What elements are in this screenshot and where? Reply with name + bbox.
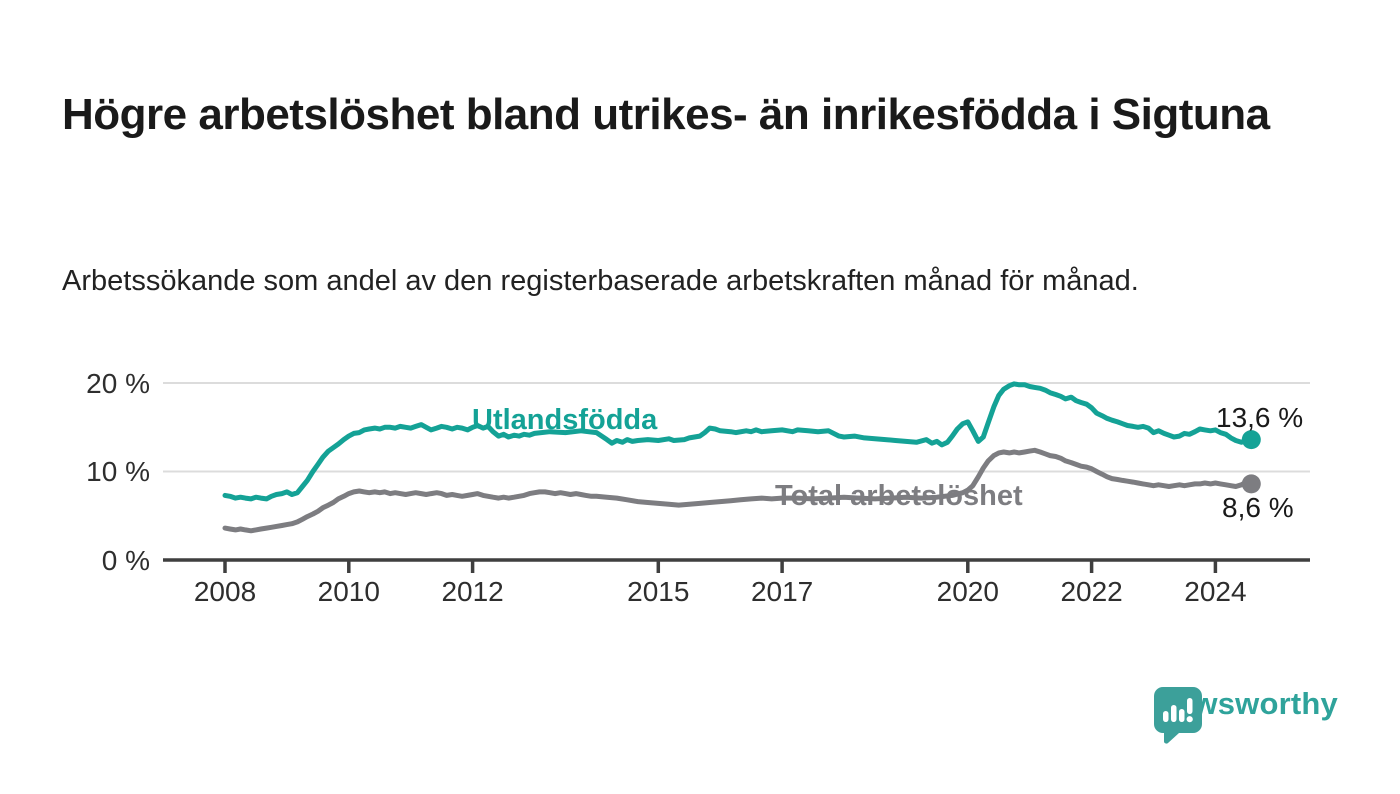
x-axis-label: 2015 (627, 576, 690, 607)
x-axis-label: 2024 (1184, 576, 1247, 607)
newsworthy-icon (1154, 687, 1203, 744)
series-label-total-arbetsloshet: Total arbetslöshet (775, 480, 1023, 512)
x-axis-label: 2020 (936, 576, 999, 607)
x-axis-label: 2010 (317, 576, 380, 607)
series-end-dot (1241, 430, 1261, 450)
newsworthy-logo: Newsworthy (1153, 686, 1338, 744)
x-axis-label: 2008 (193, 576, 257, 607)
x-axis-label: 2022 (1060, 576, 1123, 607)
end-value-label-total: 8,6 % (1222, 492, 1294, 523)
y-axis-label-20: 20 % (86, 368, 150, 399)
end-value-label-utlandsfodda: 13,6 % (1216, 402, 1304, 433)
chart-subtitle: Arbetssökande som andel av den registerb… (62, 265, 1139, 297)
series-end-dot (1241, 474, 1261, 494)
y-axis-label-10: 10 % (86, 456, 150, 487)
series-line-utlandsfodda (222, 381, 1254, 502)
x-axis-label: 2012 (441, 576, 504, 607)
series-label-utlandsfodda: Utlandsfödda (472, 404, 658, 436)
x-axis-label: 2017 (750, 576, 814, 607)
page-title: Högre arbetslöshet bland utrikes- än inr… (62, 90, 1270, 140)
y-axis-label-0: 0 % (101, 545, 150, 576)
series-line-total (222, 447, 1254, 534)
